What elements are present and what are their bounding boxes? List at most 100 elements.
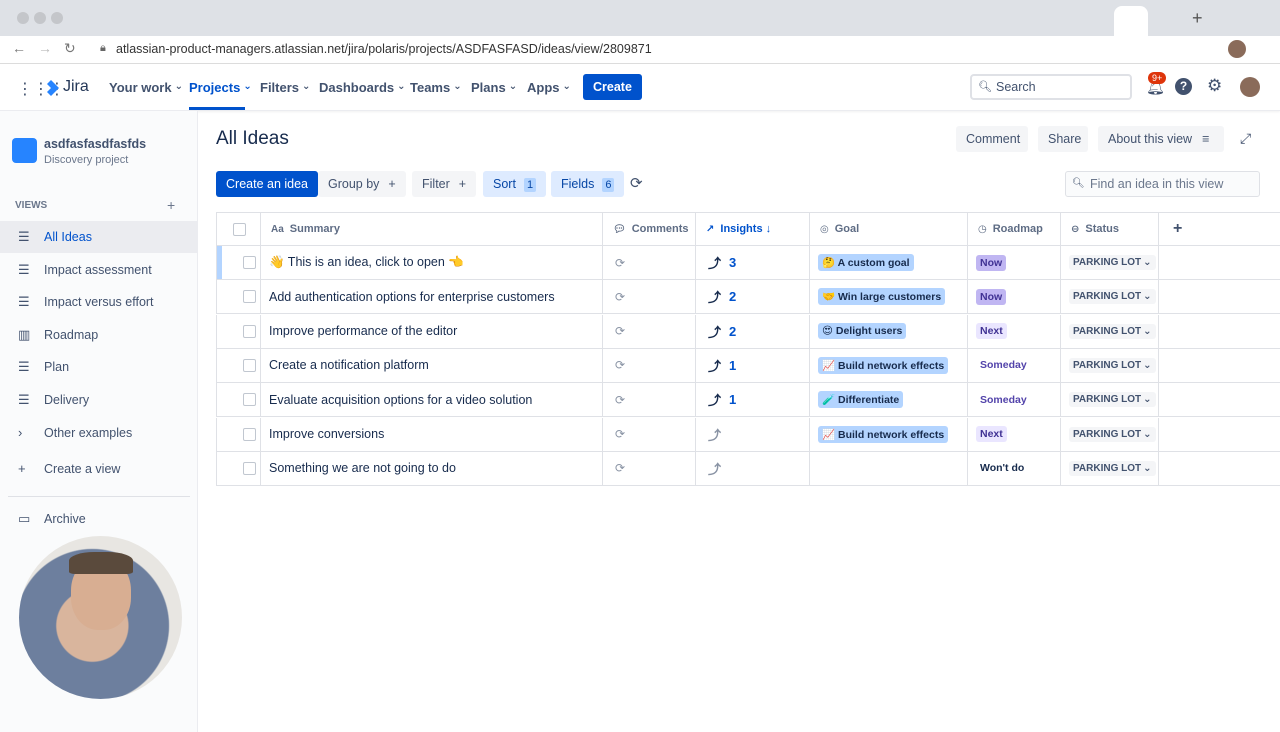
checkbox[interactable] [243,427,256,441]
nav-item[interactable]: Your work [109,80,183,95]
status-tag[interactable]: PARKING LOT ⌄ [1069,392,1156,408]
status-tag[interactable]: PARKING LOT ⌄ [1069,460,1156,476]
checkbox[interactable] [243,324,256,338]
goal-tag[interactable]: 🤝 Win large customers [818,288,946,306]
idea-row[interactable]: Create a notification platform ⟳ ⤴ 1 📈 Build… [216,348,1280,383]
idea-summary[interactable]: Improve performance of the editor [269,324,458,339]
idea-summary[interactable]: Add authentication options for enterpris… [269,289,555,304]
nav-item[interactable]: Teams [410,80,462,95]
nav-item[interactable]: Plans [471,80,517,95]
add-field[interactable]: + [1173,220,1183,237]
column-title[interactable]: Roadmap [992,223,1043,235]
settings[interactable]: ⚙︎ [1207,76,1223,95]
idea-summary[interactable]: Something we are not going to do [269,461,456,476]
back[interactable]: ← [12,40,26,56]
sort[interactable]: Sort 1 [483,171,547,197]
view-item[interactable]: › Other examples [0,417,197,449]
status-tag[interactable]: PARKING LOT ⌄ [1069,289,1156,305]
filter[interactable]: Filter + [412,171,477,197]
roadmap-tag[interactable]: Next [976,426,1007,442]
window-close[interactable] [17,12,29,24]
create-idea[interactable]: Create an idea [216,171,319,197]
product-name[interactable]: Jira [63,78,89,95]
column-title[interactable]: Goal [834,223,860,235]
roadmap-tag[interactable]: Won't do [980,462,1025,475]
nav-item[interactable]: Projects [189,80,252,95]
idea-summary[interactable]: 👋 This is an idea, click to open 👈 [269,255,464,269]
header-action[interactable]: About this view ≡ [1098,126,1224,152]
view-item[interactable]: ☰ Plan [0,351,197,383]
idea-summary[interactable]: Create a notification platform [269,358,429,373]
avatar[interactable] [1240,77,1260,97]
insights-count[interactable]: 2 [729,323,737,339]
search-box[interactable]: 🔍︎ Search [970,74,1132,100]
reload[interactable]: ↻ [64,40,76,56]
status-tag[interactable]: PARKING LOT ⌄ [1069,426,1156,442]
view-item[interactable]: ☰ Impact versus effort [0,286,197,318]
goal-tag[interactable]: 📈 Build network effects [818,425,949,443]
roadmap-tag[interactable]: Now [976,288,1007,305]
checkbox[interactable] [233,222,246,236]
idea-row[interactable]: 👋 This is an idea, click to open 👈 ⟳ ⤴ 3 🤔 A… [216,246,1280,280]
status-tag[interactable]: PARKING LOT ⌄ [1069,357,1156,373]
view-item[interactable]: ☰ Impact assessment [0,254,197,286]
idea-search[interactable]: 🔍︎ Find an idea in this view [1065,171,1260,197]
insights-count[interactable]: 3 [729,255,737,270]
idea-summary[interactable]: Evaluate acquisition options for a video… [269,392,533,407]
column-title[interactable]: Comments [631,223,689,235]
status-tag[interactable]: PARKING LOT ⌄ [1069,323,1156,339]
idea-summary[interactable]: Improve conversions [269,427,385,441]
nav-item[interactable]: Dashboards [319,80,406,95]
url[interactable]: atlassian-product-managers.atlassian.net… [116,42,652,56]
group-by[interactable]: Group by + [318,171,406,197]
archive[interactable]: ▭ Archive [0,503,197,535]
fullscreen[interactable]: ⤢ [1240,130,1252,146]
checkbox[interactable] [243,393,256,407]
help[interactable]: ? [1175,78,1192,95]
view-item[interactable]: ▥ Roadmap [0,319,197,351]
add-view[interactable]: + [167,197,176,213]
nav-item[interactable]: Filters [260,80,310,95]
idea-row[interactable]: Evaluate acquisition options for a video… [216,383,1280,418]
goal-tag[interactable]: 📈 Build network effects [818,356,949,374]
status-tag[interactable]: PARKING LOT ⌄ [1069,255,1156,270]
window-minimize[interactable] [34,12,46,24]
column-title[interactable]: Summary [289,223,340,235]
view-item[interactable]: ☰ Delivery [0,384,197,416]
idea-row[interactable]: Improve conversions ⟳ ⤴ 📈 Build network eff… [216,417,1280,452]
column-title[interactable]: Status [1085,223,1120,235]
checkbox[interactable] [243,461,256,475]
checkbox[interactable] [243,358,256,372]
goal-tag[interactable]: 🧪 Differentiate [818,391,904,409]
checkbox[interactable] [243,290,256,304]
view-item[interactable]: ☰ All Ideas [0,221,197,253]
idea-row[interactable]: Something we are not going to do ⟳ ⤴ Won't … [216,451,1280,486]
new-tab[interactable]: + [1192,8,1203,28]
roadmap-tag[interactable]: Someday [980,359,1027,372]
header-action[interactable]: Comment [956,126,1028,152]
forward[interactable]: → [38,40,52,56]
idea-row[interactable]: Add authentication options for enterpris… [216,280,1280,315]
project-name[interactable]: asdfasfasdfasfds [44,137,147,151]
roadmap-tag[interactable]: Now [976,254,1007,271]
fields[interactable]: Fields 6 [551,171,625,197]
insights-count[interactable]: 2 [729,289,737,305]
roadmap-tag[interactable]: Someday [980,393,1027,406]
active-tab[interactable] [1114,6,1148,36]
jira-logo[interactable] [42,79,60,97]
create-view[interactable]: + Create a view [0,453,197,485]
goal-tag[interactable]: 😍 Delight users [818,323,907,340]
create-button[interactable]: Create [583,74,642,100]
nav-item[interactable]: Apps [527,80,571,95]
profile[interactable] [1228,40,1246,58]
checkbox[interactable] [243,256,256,269]
goal-tag[interactable]: 🤔 A custom goal [818,254,914,271]
roadmap-tag[interactable]: Next [976,323,1007,340]
idea-row[interactable]: Improve performance of the editor ⟳ ⤴ 2 😍 De… [216,314,1280,349]
window-zoom[interactable] [51,12,63,24]
column-title[interactable]: Insights [720,223,763,235]
header-action[interactable]: Share [1038,126,1088,152]
insights-count[interactable]: 1 [729,357,737,373]
autosave[interactable]: ⟳ [630,175,643,192]
insights-count[interactable]: 1 [729,392,737,408]
